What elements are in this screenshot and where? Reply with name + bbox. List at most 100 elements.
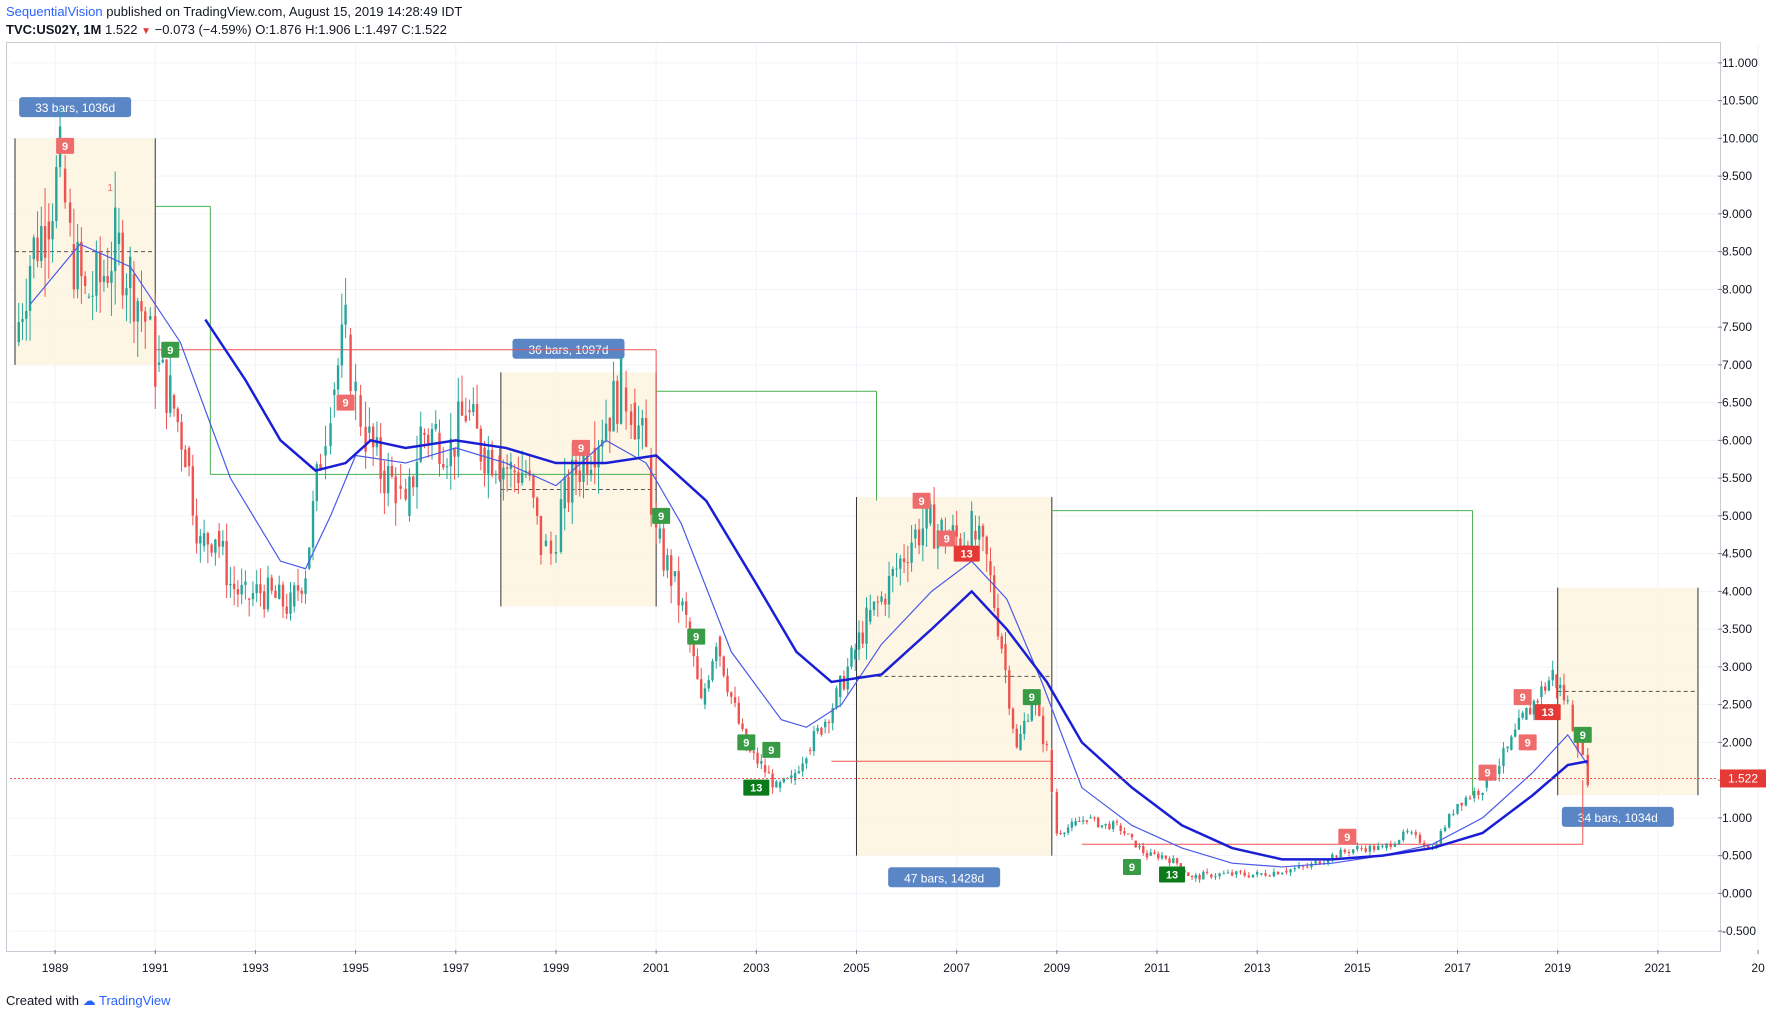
candle-body [726,675,729,693]
candle-body [1008,670,1011,709]
candle-body [1301,865,1305,867]
candle-body [703,688,707,705]
x-tick-label: 1991 [142,961,169,975]
candle-body [891,568,895,577]
candle-body [281,584,285,607]
candle-body [1055,791,1059,834]
candle-body [304,578,307,594]
candle-body [40,226,43,262]
range-label: 33 bars, 1036d [35,101,115,115]
candle-body [87,296,91,298]
candle-body [1019,734,1022,750]
candle-body [390,466,394,477]
last-value: 1.522 [105,22,138,37]
sequential-count-bg [912,492,931,509]
candle-body [1145,852,1149,858]
candle-body [419,426,422,462]
y-tick-label: 3.500 [1722,622,1752,636]
candle-body [132,274,136,322]
candle-body [535,497,539,516]
candle-body [737,702,740,724]
chart-pane[interactable] [6,42,1721,952]
candle-body [136,301,139,322]
sequential-count-bg [56,137,75,154]
candle-body [349,334,352,392]
x-tick-label: 2011 [1144,961,1170,975]
chart-svg[interactable]: 11.00010.50010.0009.5009.0008.5008.0007.… [0,0,1788,985]
candle-body [681,601,684,606]
candle-body [884,598,887,605]
candle-body [644,417,648,447]
candle-body [842,675,846,690]
low-label: L: [354,22,366,37]
x-tick-label: 1997 [442,961,469,975]
y-tick-label: 0.500 [1722,849,1752,863]
author-link[interactable]: SequentialVision [6,4,103,19]
candle-body [354,381,357,392]
candle-body [850,647,853,667]
candle-body [586,454,589,476]
candle-body [229,583,232,586]
candle-body [929,504,932,524]
sequential-count-label: 13 [1166,870,1178,882]
candle-body [1351,849,1355,853]
candle-body [1123,831,1126,834]
candle-body [649,455,653,515]
candle-body [854,649,857,660]
ma-short-line [29,243,1589,868]
candle-body [835,688,838,708]
candle-body [775,781,778,788]
candle-body [1268,875,1271,877]
candle-body [1293,868,1296,870]
created-with-text: Created with [6,993,79,1008]
x-tick-label: 20 [1751,961,1765,975]
down-arrow-icon: ▼ [141,26,152,37]
sequential-count-label: 9 [919,496,925,508]
candle-body [820,727,823,735]
candle-body [202,533,206,547]
x-tick-label: 2019 [1544,961,1571,975]
candle-body [1251,874,1255,878]
candle-body [430,428,434,444]
y-tick-label: 6.000 [1722,433,1752,447]
candle-body [386,466,390,494]
candle-body [438,432,441,464]
candle-body [1194,874,1198,879]
x-tick-label: 1993 [242,961,269,975]
candle-body [1160,855,1164,859]
candle-body [244,581,247,585]
candle-body [616,380,619,424]
y-tick-label: 2.000 [1722,735,1752,749]
sequential-count-label: 9 [1129,862,1135,874]
candle-body [921,528,925,546]
candle-body [989,561,992,576]
candle-body [692,640,695,657]
close-label: C: [401,22,415,37]
candle-body [1481,792,1484,795]
candle-body [1547,680,1551,691]
candle-body [344,304,347,325]
candle-body [1149,852,1152,856]
candle-body [985,536,988,555]
candle-body [210,544,213,553]
candle-body [1439,830,1443,845]
candle-body [673,571,677,577]
candle-body [383,470,386,494]
y-tick-label: 2.500 [1722,698,1752,712]
candle-body [106,276,109,283]
candle-body [165,359,168,413]
candle-body [55,167,58,222]
tradingview-link[interactable]: TradingView [99,993,171,1008]
candle-body [1414,832,1418,835]
candle-body [113,207,117,272]
candle-body [468,410,471,413]
candle-body [490,449,494,476]
candle-body [1247,875,1251,878]
sequential-count-label: 1 [107,183,113,194]
candle-body [846,666,849,690]
candle-body [1335,855,1338,858]
candle-body [427,434,430,444]
candle-body [1063,832,1066,834]
candle-body [793,772,797,781]
candle-body [1030,702,1033,721]
